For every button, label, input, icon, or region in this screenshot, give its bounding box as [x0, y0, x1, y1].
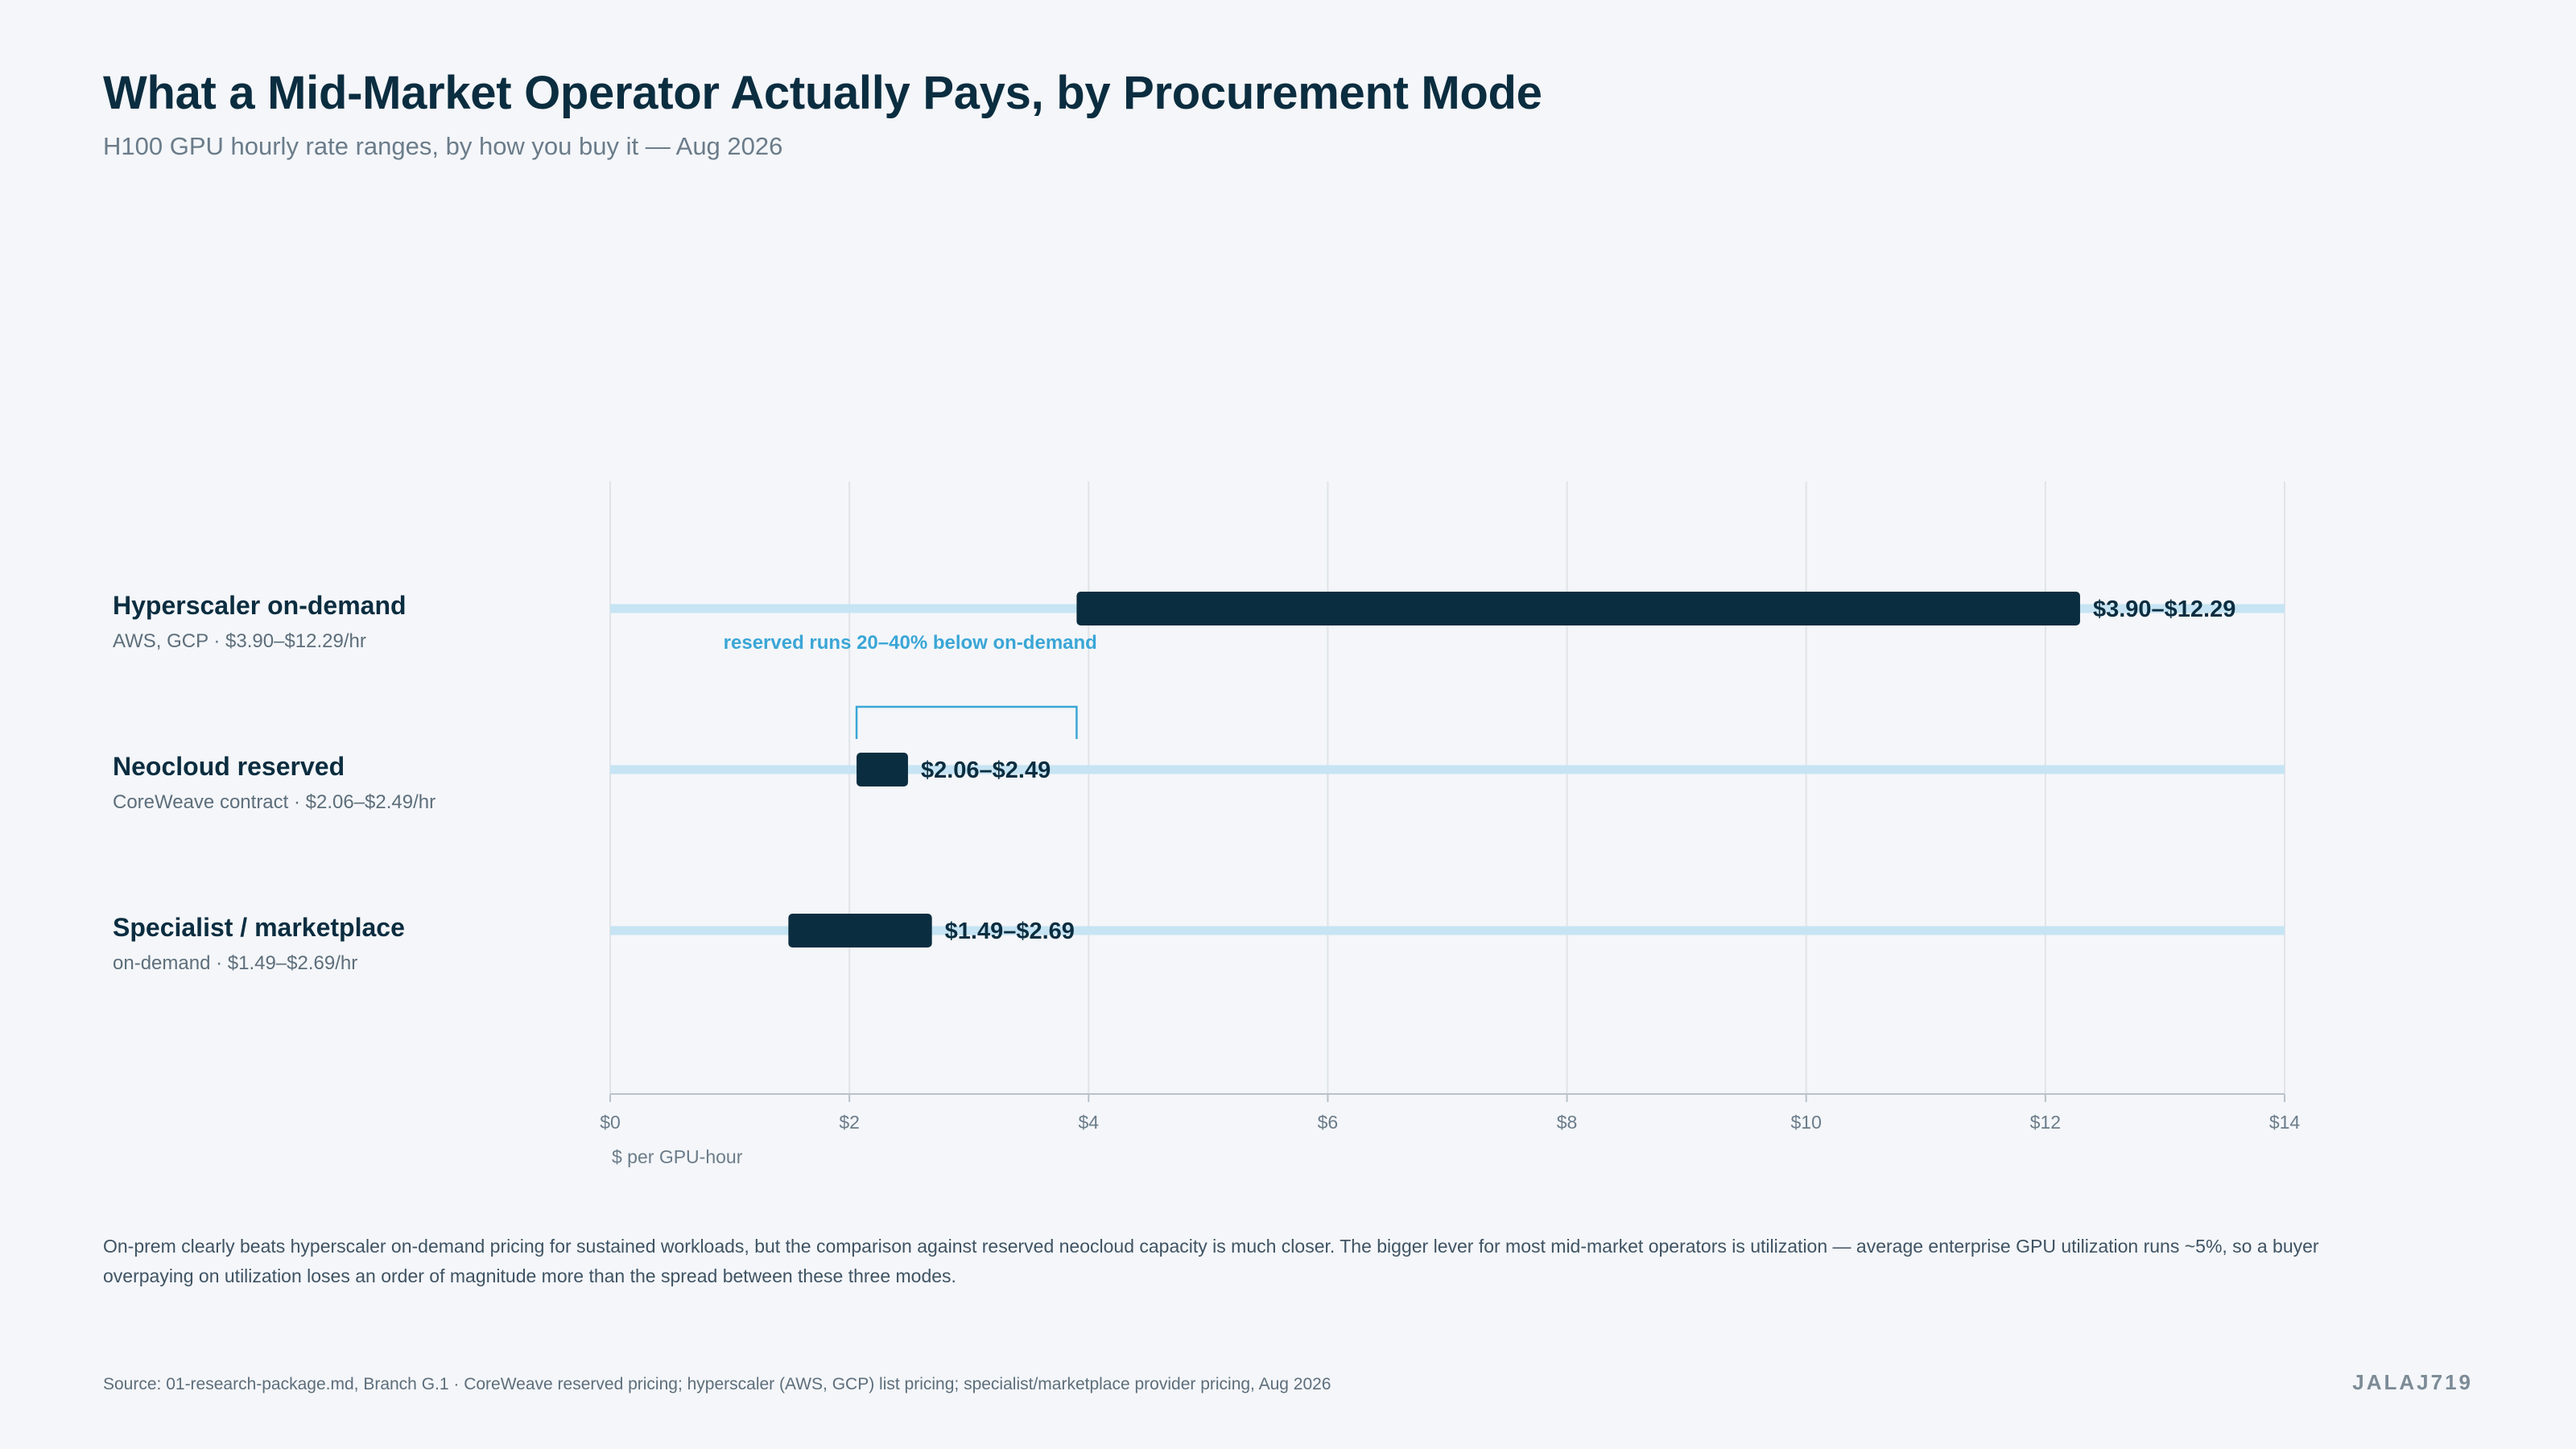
source-note: Source: 01-research-package.md, Branch G… [103, 1375, 1331, 1393]
range-bar [788, 914, 932, 947]
row-label-neocloud: Neocloud reserved CoreWeave contract · $… [113, 752, 436, 814]
row-name: Specialist / marketplace [113, 913, 405, 942]
x-tick-label: $10 [1791, 1112, 1822, 1133]
row-label-hyperscaler: Hyperscaler on-demand AWS, GCP · $3.90–$… [113, 591, 407, 653]
row-subtitle: AWS, GCP · $3.90–$12.29/hr [113, 630, 366, 652]
range-bar [1076, 592, 2080, 625]
range-value-label: $1.49–$2.69 [945, 919, 1075, 944]
range-bar [857, 753, 908, 786]
page-subtitle: H100 GPU hourly rate ranges, by how you … [103, 132, 783, 160]
row-subtitle: on-demand · $1.49–$2.69/hr [113, 952, 358, 974]
x-tick-label: $0 [600, 1112, 621, 1133]
x-tick-label: $2 [839, 1112, 860, 1133]
range-value-label: $3.90–$12.29 [2093, 597, 2235, 622]
brand-mark: JALAJ719 [2352, 1370, 2473, 1394]
row-label-specialist: Specialist / marketplace on-demand · $1.… [113, 913, 405, 975]
x-tick-label: $12 [2030, 1112, 2061, 1133]
page-title: What a Mid-Market Operator Actually Pays… [103, 67, 1542, 119]
x-axis-title: $ per GPU-hour [612, 1146, 743, 1167]
range-value-label: $2.06–$2.49 [921, 758, 1051, 783]
annotation-label: reserved runs 20–40% below on-demand [724, 632, 1097, 654]
row-subtitle: CoreWeave contract · $2.06–$2.49/hr [113, 791, 436, 813]
range-track [610, 765, 2285, 774]
row-name: Neocloud reserved [113, 752, 345, 781]
x-tick-label: $14 [2269, 1112, 2301, 1133]
x-tick-label: $4 [1078, 1112, 1099, 1133]
x-tick-label: $8 [1557, 1112, 1578, 1133]
annotation-bracket [855, 705, 1078, 739]
x-tick-label: $6 [1318, 1112, 1339, 1133]
row-name: Hyperscaler on-demand [113, 591, 407, 620]
range-track [610, 926, 2285, 935]
caption-text: On-prem clearly beats hyperscaler on-dem… [103, 1236, 2319, 1286]
